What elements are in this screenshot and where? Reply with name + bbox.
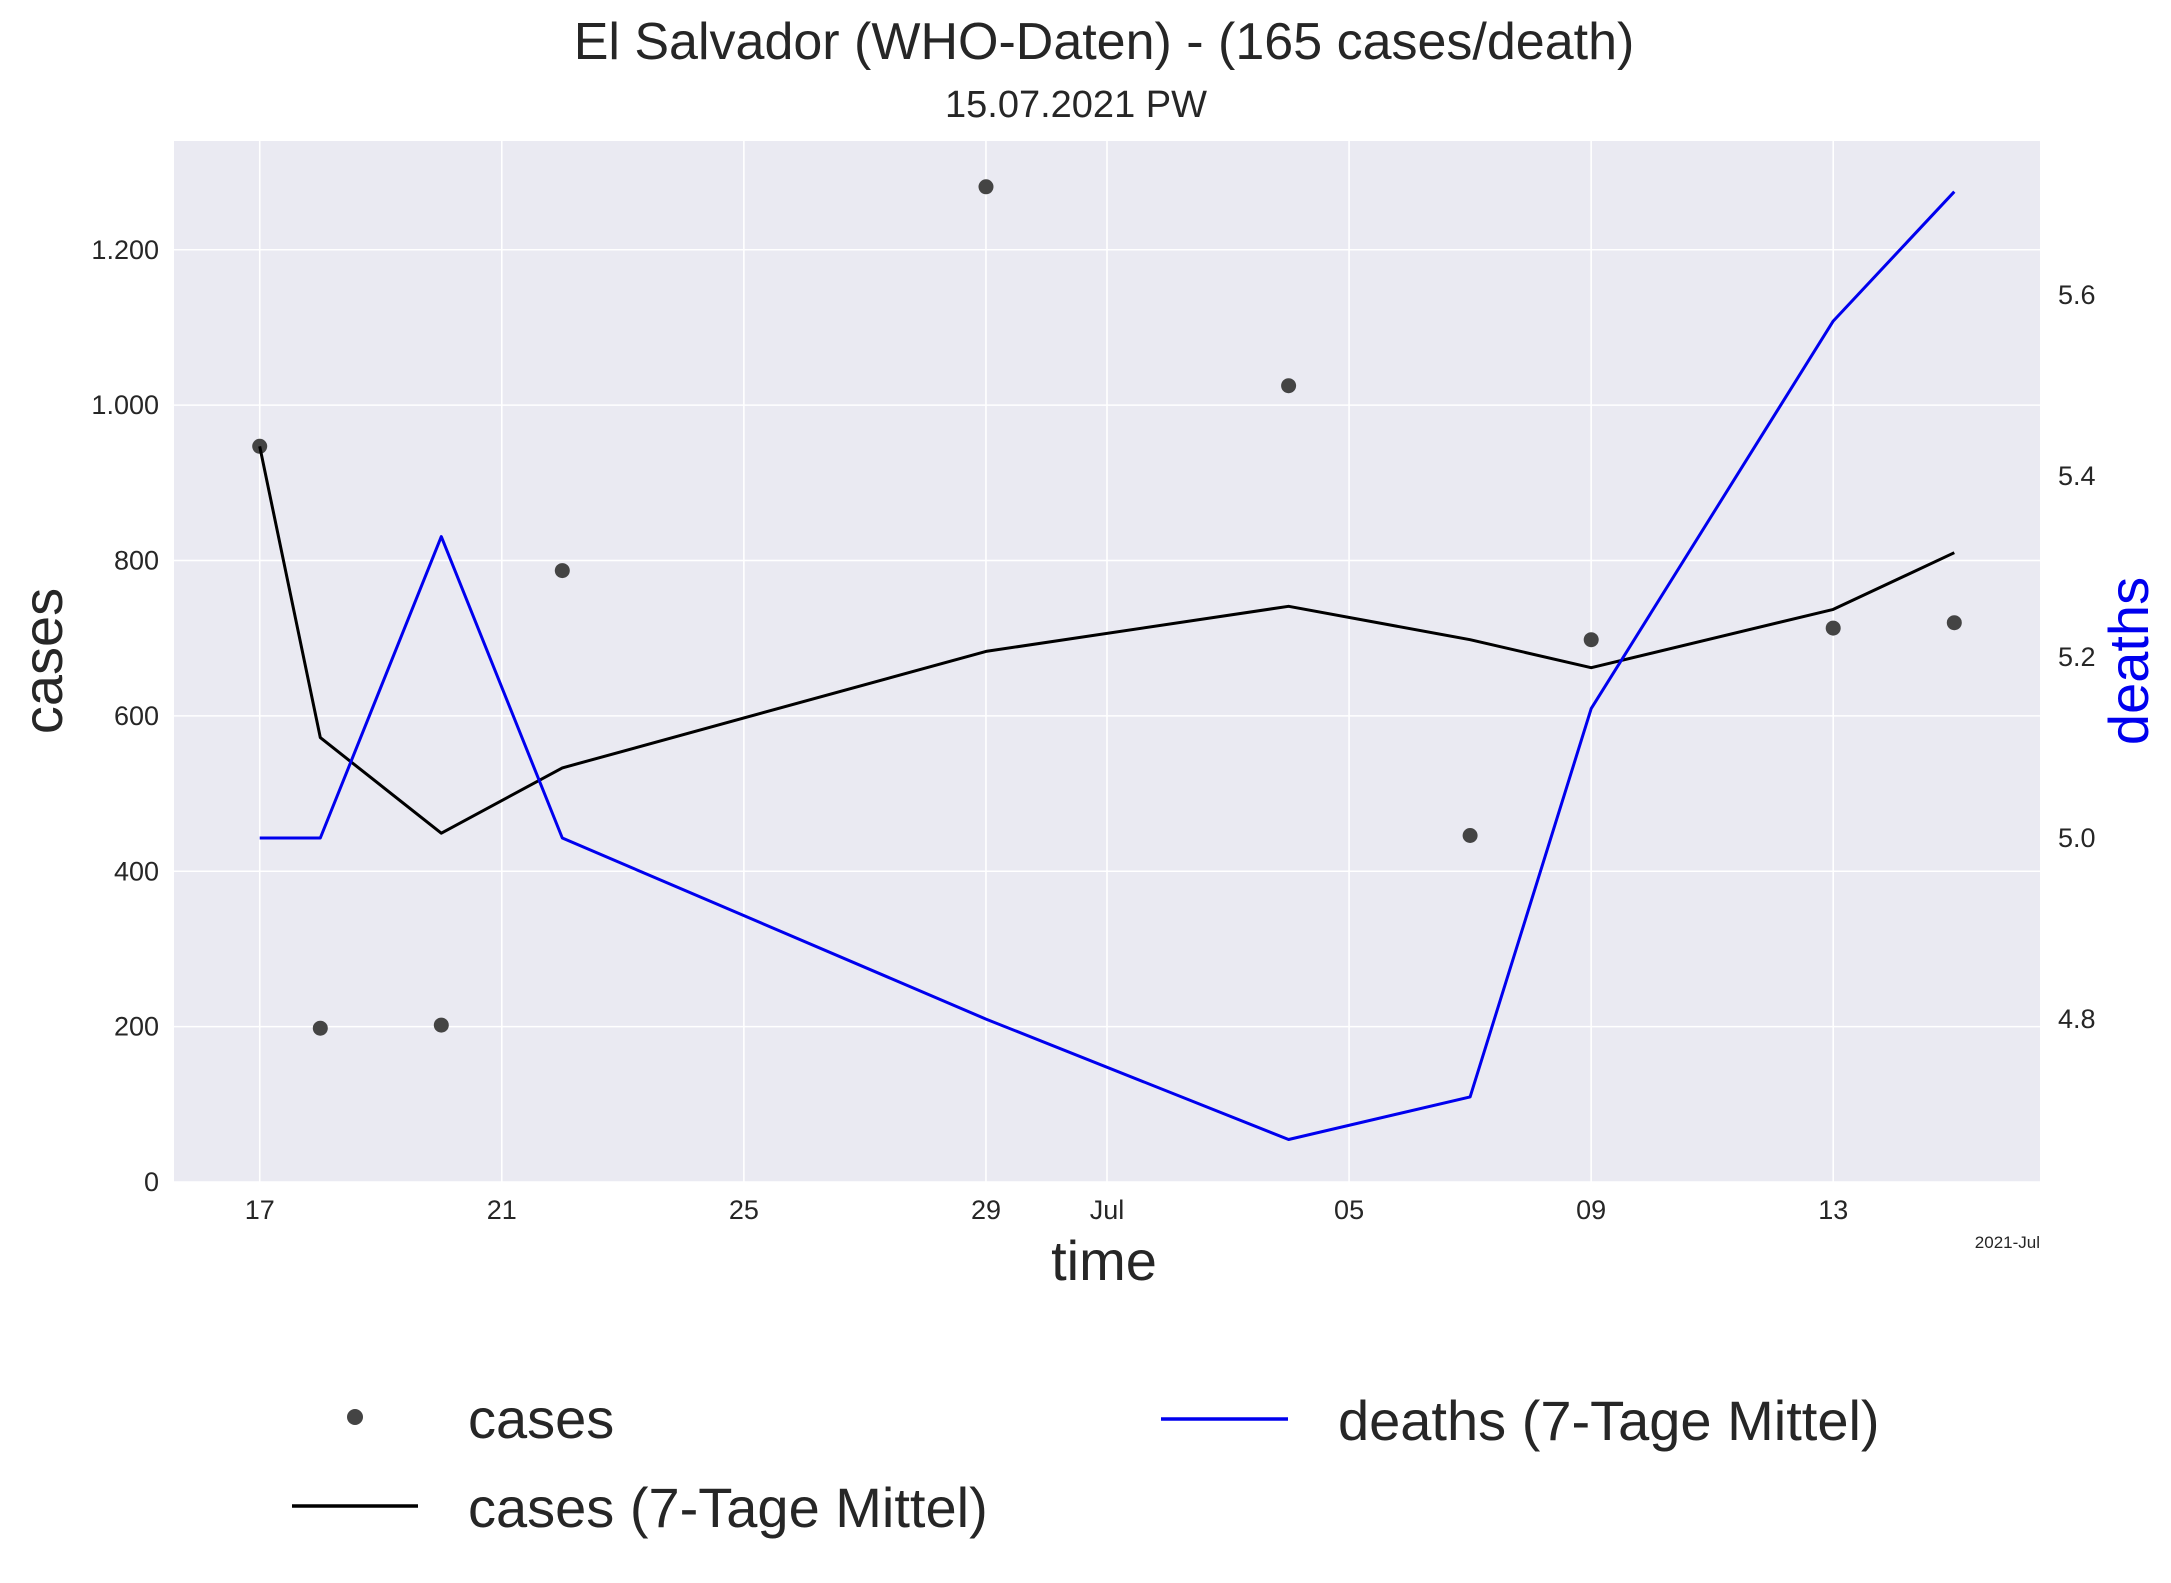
y-left-tick-label-0: 0 <box>144 1167 159 1197</box>
data-point-cases-3 <box>554 563 570 579</box>
legend-item-deaths-mean: deaths (7-Tage Mittel) <box>1161 1389 1880 1452</box>
data-point-cases-9 <box>1946 615 1962 631</box>
data-point-cases-1 <box>312 1020 328 1036</box>
axes: 17 21 25 29 Jul 05 09 13 0 200 400 600 800 1.000 1.200… <box>91 235 2095 1225</box>
y-left-tick-label-5: 1.000 <box>91 390 159 420</box>
y-right-tick-label-2: 5.2 <box>2058 642 2096 672</box>
x-axis-offset-label: 2021-Jul <box>1975 1233 2040 1252</box>
data-point-cases-6 <box>1462 828 1478 843</box>
x-tick-label-3: 29 <box>971 1195 1001 1225</box>
y-left-tick-label-3: 600 <box>114 701 159 731</box>
y-right-tick-label-1: 5.0 <box>2058 823 2096 853</box>
legend-label-cases: cases <box>468 1387 614 1450</box>
y-right-tick-label-3: 5.4 <box>2058 461 2096 491</box>
y-left-tick-label-6: 1.200 <box>91 235 159 265</box>
chart-subtitle: 15.07.2021 PW <box>945 84 1207 126</box>
x-axis-label: time <box>1051 1229 1157 1292</box>
chart-title: El Salvador (WHO-Daten) - (165 cases/dea… <box>574 13 1635 71</box>
legend-label-cases-mean: cases (7-Tage Mittel) <box>468 1476 988 1539</box>
x-tick-label-2: 25 <box>729 1195 759 1225</box>
data-point-cases-8 <box>1825 620 1841 636</box>
y-left-tick-label-4: 800 <box>114 546 159 576</box>
x-tick-label-6: 09 <box>1576 1195 1606 1225</box>
legend: cases cases (7-Tage Mittel) deaths (7-Ta… <box>292 1387 1880 1539</box>
series-line-cases-7-tage-mittel <box>258 445 1955 835</box>
data-point-cases-7 <box>1583 632 1599 648</box>
legend-item-cases: cases <box>347 1387 614 1450</box>
x-tick-label-0: 17 <box>245 1195 275 1225</box>
x-tick-label-4: Jul <box>1090 1195 1125 1225</box>
data-point-cases-2 <box>433 1017 449 1033</box>
y-right-tick-label-4: 5.6 <box>2058 280 2096 310</box>
legend-marker-cases <box>347 1409 363 1425</box>
y-left-tick-label-2: 400 <box>114 856 159 886</box>
y-axis-left-label: cases <box>11 588 74 734</box>
y-axis-right-label: deaths <box>2097 577 2160 745</box>
data-point-cases-5 <box>1281 378 1297 394</box>
legend-item-cases-mean: cases (7-Tage Mittel) <box>292 1476 988 1539</box>
x-tick-label-7: 13 <box>1818 1195 1848 1225</box>
x-tick-label-1: 21 <box>487 1195 517 1225</box>
y-right-tick-label-0: 4.8 <box>2058 1004 2096 1034</box>
y-left-tick-label-1: 200 <box>114 1012 159 1042</box>
data-point-cases-4 <box>978 179 994 195</box>
series-layer <box>252 179 1962 1141</box>
series-line-deaths-7-tage-mittel <box>259 190 1956 1141</box>
legend-label-deaths-mean: deaths (7-Tage Mittel) <box>1338 1389 1880 1452</box>
grid <box>174 141 2040 1183</box>
x-tick-label-5: 05 <box>1334 1195 1364 1225</box>
